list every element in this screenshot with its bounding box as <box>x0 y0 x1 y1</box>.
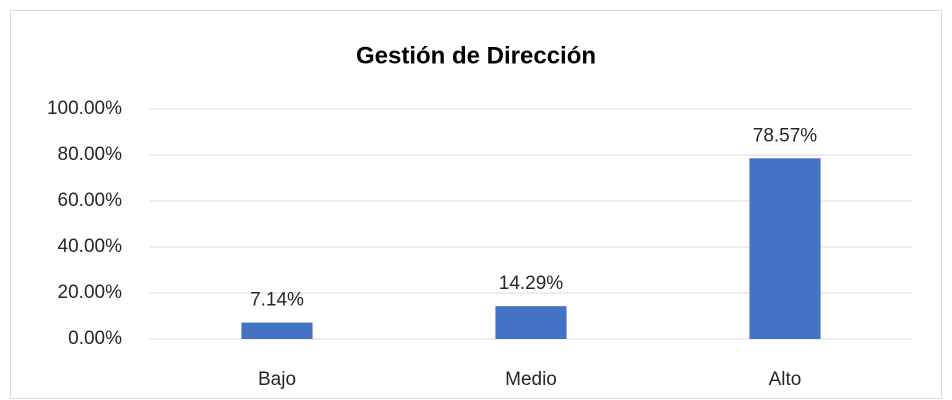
data-label: 7.14% <box>250 290 304 311</box>
bar <box>749 158 821 339</box>
x-tick-label: Medio <box>505 369 557 390</box>
bar <box>241 322 313 339</box>
y-tick-label: 100.00% <box>47 98 122 119</box>
data-label: 78.57% <box>753 125 818 146</box>
chart-title: Gestión de Dirección <box>356 42 596 69</box>
y-tick-label: 0.00% <box>68 328 122 349</box>
data-label: 14.29% <box>499 273 564 294</box>
x-tick-label: Bajo <box>258 369 296 390</box>
x-tick-label: Alto <box>769 369 802 390</box>
y-tick-label: 60.00% <box>58 190 123 211</box>
y-tick-label: 80.00% <box>58 144 123 165</box>
y-tick-label: 20.00% <box>58 282 123 303</box>
y-tick-label: 40.00% <box>58 236 123 257</box>
bar <box>495 306 567 339</box>
